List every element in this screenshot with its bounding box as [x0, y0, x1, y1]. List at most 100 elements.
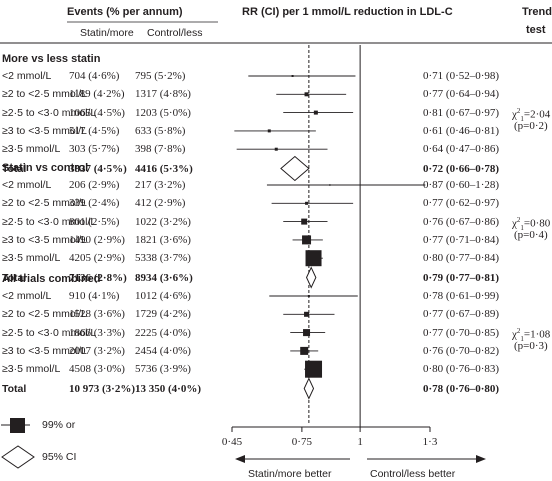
- rr-value: 0·77 (0·67–0·89): [423, 308, 500, 321]
- legend-diamond-label: 95% CI: [42, 451, 77, 463]
- statin-events: 517 (4·5%): [69, 124, 120, 137]
- row-label: <2 mmol/L: [2, 290, 52, 302]
- row-label: ≥2 to <2·5 mmol/L: [2, 88, 87, 101]
- statin-events: 206 (2·9%): [69, 179, 120, 191]
- rr-value: 0·81 (0·67–0·97): [423, 106, 500, 119]
- test-header: test: [526, 24, 546, 36]
- total-label: Total: [2, 271, 27, 284]
- trend-statistic: χ21=0·80: [512, 214, 550, 234]
- control-events: 2454 (4·0%): [135, 344, 191, 357]
- statin-events: 1189 (4·2%): [69, 88, 125, 101]
- rr-header: RR (CI) per 1 mmol/L reduction in LDL-C: [242, 6, 453, 18]
- trend-p-value: (p=0·2): [514, 119, 548, 132]
- point-estimate-box: [305, 201, 309, 205]
- x-tick-label: 1·3: [422, 436, 438, 448]
- row-label: ≥3·5 mmol/L: [2, 363, 61, 376]
- x-tick-label: 0·45: [221, 436, 243, 448]
- total-rr-value: 0·78 (0·76–0·80): [423, 382, 500, 395]
- statin-events: 1490 (2·9%): [69, 233, 125, 246]
- control-events: 1317 (4·8%): [135, 88, 191, 101]
- trend-subscript: 1: [520, 334, 524, 343]
- row-label: ≥2 to <2·5 mmol/L: [2, 308, 87, 321]
- control-events: 398 (7·8%): [135, 143, 186, 156]
- total-label: Total: [2, 162, 27, 175]
- trend-statistic: χ21=1·08: [512, 325, 550, 345]
- row-label: ≥2·5 to <3·0 mmol/L: [2, 326, 97, 339]
- point-estimate-box: [274, 147, 278, 151]
- rr-value: 0·71 (0·52–0·98): [423, 70, 500, 82]
- control-events: 217 (3·2%): [135, 179, 186, 191]
- control-events: 633 (5·8%): [135, 124, 186, 137]
- trend-statistic: χ21=2·04: [512, 105, 550, 125]
- total-diamond: [303, 377, 315, 400]
- trend-header: Trend: [522, 6, 552, 18]
- x-tick-label: 0·75: [291, 436, 312, 448]
- rr-value: 0·80 (0·77–0·84): [423, 252, 500, 265]
- statin-events: 910 (4·1%): [69, 290, 120, 302]
- point-estimate-box: [313, 110, 318, 115]
- trend-chi-symbol: χ: [512, 328, 517, 341]
- row-label: ≥3 to <3·5 mmol/L: [2, 344, 87, 357]
- statin-events: 4508 (3·0%): [69, 363, 125, 376]
- point-estimate-box: [305, 250, 322, 267]
- trend-value: =2·04: [523, 108, 551, 121]
- statin-events: 303 (5·7%): [69, 143, 120, 156]
- control-total-events: 8934 (3·6%): [135, 271, 193, 284]
- trend-chi-symbol: χ: [512, 108, 517, 121]
- control-total-events: 4416 (5·3%): [135, 162, 193, 175]
- rr-value: 0·77 (0·62–0·97): [423, 197, 500, 210]
- rr-value: 0·76 (0·70–0·82): [423, 344, 500, 357]
- control-total-events: 13 350 (4·0%): [135, 382, 201, 395]
- statin-events: 1866 (3·3%): [69, 326, 125, 339]
- row-label: <2 mmol/L: [2, 179, 52, 191]
- statin-events: 2007 (3·2%): [69, 344, 125, 357]
- section-title: Statin vs control: [2, 162, 89, 174]
- trend-p-value: (p=0·3): [514, 339, 548, 352]
- legend-box: [10, 418, 25, 433]
- statin-events: 4205 (2·9%): [69, 252, 125, 265]
- control-events: 1729 (4·2%): [135, 308, 191, 321]
- point-estimate-box: [303, 329, 311, 337]
- point-estimate-box: [307, 295, 310, 297]
- statin-events: 339 (2·4%): [69, 197, 120, 210]
- rr-value: 0·64 (0·47–0·86): [423, 143, 500, 156]
- statin-events: 1065 (4·5%): [69, 106, 125, 119]
- control-events: 795 (5·2%): [135, 70, 186, 82]
- point-estimate-box: [329, 184, 331, 186]
- rr-value: 0·77 (0·71–0·84): [423, 233, 500, 246]
- row-label: ≥2·5 to <3·0 mmol/L: [2, 106, 97, 119]
- events-header: Events (% per annum): [67, 6, 183, 18]
- trend-superscript: 2: [516, 215, 521, 224]
- control-events: 1203 (5·0%): [135, 106, 191, 119]
- rr-value: 0·80 (0·76–0·83): [423, 363, 500, 376]
- control-events: 2225 (4·0%): [135, 326, 191, 339]
- rr-value: 0·77 (0·70–0·85): [423, 326, 500, 339]
- point-estimate-box: [301, 218, 308, 225]
- total-diamond: [280, 155, 310, 182]
- total-rr-value: 0·79 (0·77–0·81): [423, 271, 500, 284]
- control-events: 5736 (3·9%): [135, 363, 191, 376]
- point-estimate-box: [305, 360, 323, 378]
- control-events: 5338 (3·7%): [135, 252, 191, 265]
- statin-events: 1528 (3·6%): [69, 308, 125, 321]
- statin-total-events: 3837 (4·5%): [69, 162, 127, 175]
- total-rr-value: 0·72 (0·66–0·78): [423, 162, 500, 175]
- row-label: <2 mmol/L: [2, 70, 52, 82]
- rr-value: 0·87 (0·60–1·28): [423, 179, 500, 191]
- section-title: All trials combined: [2, 273, 101, 285]
- rr-value: 0·78 (0·61–0·99): [423, 290, 500, 302]
- legend-box-label: 99% or: [42, 419, 76, 431]
- control-events: 1012 (4·6%): [135, 290, 191, 302]
- trend-value: =1·08: [523, 328, 551, 341]
- right-direction-label: Control/less better: [370, 468, 456, 480]
- point-estimate-box: [267, 129, 271, 133]
- row-label: ≥3·5 mmol/L: [2, 252, 61, 265]
- rr-value: 0·77 (0·64–0·94): [423, 88, 500, 101]
- control-events: 1022 (3·2%): [135, 215, 191, 228]
- point-estimate-box: [304, 311, 310, 317]
- point-estimate-box: [291, 75, 294, 77]
- rr-value: 0·61 (0·46–0·81): [423, 124, 500, 137]
- row-label: ≥3 to <3·5 mmol/L: [2, 124, 87, 137]
- control-events: 1821 (3·6%): [135, 233, 191, 246]
